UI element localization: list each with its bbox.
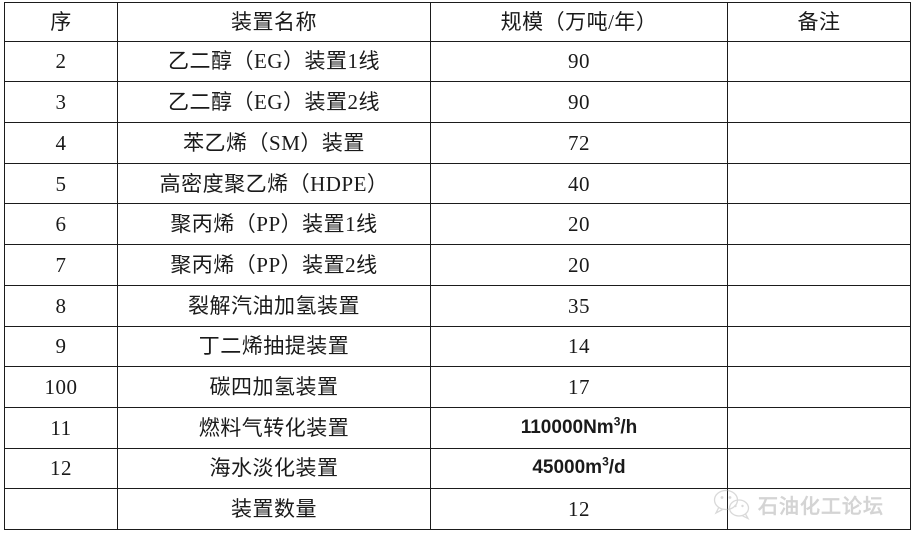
cell-device-name: 聚丙烯（PP）装置2线: [117, 244, 431, 286]
cell-serial: 7: [4, 244, 118, 286]
cell-device-name: 碳四加氢装置: [117, 366, 431, 408]
table-row: 100 碳四加氢装置 17: [4, 366, 911, 408]
cell-device-name: 海水淡化装置: [117, 447, 431, 490]
table-header: 序 装置名称 规模（万吨/年） 备注: [4, 2, 911, 42]
cell-remark: [727, 122, 911, 164]
cell-serial: 3: [4, 81, 118, 124]
cell-device-name: 苯乙烯（SM）装置: [117, 122, 431, 164]
cell-scale: 12: [430, 488, 728, 530]
cell-serial: 8: [4, 284, 118, 327]
column-header-serial: 序: [4, 2, 118, 42]
cell-scale: 72: [430, 122, 728, 164]
cell-scale: 90: [430, 40, 728, 83]
cell-remark: [727, 366, 911, 408]
cell-device-name: 丁二烯抽提装置: [117, 325, 431, 368]
column-header-remark: 备注: [727, 2, 911, 42]
table-row: 装置数量 12: [4, 488, 911, 530]
cell-remark: [727, 406, 911, 449]
cell-device-name: 燃料气转化装置: [117, 406, 431, 449]
table-row: 9 丁二烯抽提装置 14: [4, 325, 911, 368]
cell-serial: 4: [4, 122, 118, 164]
cell-scale: 17: [430, 366, 728, 408]
cell-serial: 12: [4, 447, 118, 490]
table-row: 4 苯乙烯（SM）装置 72: [4, 122, 911, 164]
table-body: 2 乙二醇（EG）装置1线 90 3 乙二醇（EG）装置2线 90 4 苯乙烯（SM）装置 72…: [4, 40, 911, 530]
cell-remark: [727, 40, 911, 83]
cell-scale: 40: [430, 162, 728, 205]
cell-device-name: 聚丙烯（PP）装置1线: [117, 203, 431, 246]
cell-remark: [727, 325, 911, 368]
table-row: 5 高密度聚乙烯（HDPE） 40: [4, 162, 911, 205]
cell-remark: [727, 162, 911, 205]
cell-remark: [727, 81, 911, 124]
table-row: 3 乙二醇（EG）装置2线 90: [4, 81, 911, 124]
cell-serial: [4, 488, 118, 530]
table-row: 8 裂解汽油加氢装置 35: [4, 284, 911, 327]
cell-serial: 5: [4, 162, 118, 205]
cell-device-name: 裂解汽油加氢装置: [117, 284, 431, 327]
cell-serial: 6: [4, 203, 118, 246]
table-row: 11 燃料气转化装置 110000Nm3/h: [4, 406, 911, 449]
cell-scale: 35: [430, 284, 728, 327]
table-row: 6 聚丙烯（PP）装置1线 20: [4, 203, 911, 246]
cell-remark: [727, 203, 911, 246]
table-header-row: 序 装置名称 规模（万吨/年） 备注: [4, 2, 911, 42]
cell-device-name: 乙二醇（EG）装置2线: [117, 81, 431, 124]
cell-scale: 20: [430, 244, 728, 286]
cell-serial: 2: [4, 40, 118, 83]
table-row: 7 聚丙烯（PP）装置2线 20: [4, 244, 911, 286]
cell-serial: 9: [4, 325, 118, 368]
cell-device-name: 高密度聚乙烯（HDPE）: [117, 162, 431, 205]
cell-serial: 100: [4, 366, 118, 408]
cell-remark: [727, 488, 911, 530]
column-header-device-name: 装置名称: [117, 2, 431, 42]
table-row: 2 乙二醇（EG）装置1线 90: [4, 40, 911, 83]
cell-scale: 14: [430, 325, 728, 368]
cell-device-name: 装置数量: [117, 488, 431, 530]
table-row: 12 海水淡化装置 45000m3/d: [4, 447, 911, 490]
cell-scale: 110000Nm3/h: [430, 406, 728, 449]
cell-remark: [727, 447, 911, 490]
column-header-scale: 规模（万吨/年）: [430, 2, 728, 42]
cell-scale: 20: [430, 203, 728, 246]
cell-device-name: 乙二醇（EG）装置1线: [117, 40, 431, 83]
cell-scale: 45000m3/d: [430, 447, 728, 490]
cell-remark: [727, 284, 911, 327]
spec-table-container: 序 装置名称 规模（万吨/年） 备注 2 乙二醇（EG）装置1线 90 3 乙二醇（EG…: [4, 2, 911, 530]
device-specification-table: 序 装置名称 规模（万吨/年） 备注 2 乙二醇（EG）装置1线 90 3 乙二醇（EG…: [4, 2, 911, 530]
cell-scale: 90: [430, 81, 728, 124]
cell-remark: [727, 244, 911, 286]
cell-serial: 11: [4, 406, 118, 449]
